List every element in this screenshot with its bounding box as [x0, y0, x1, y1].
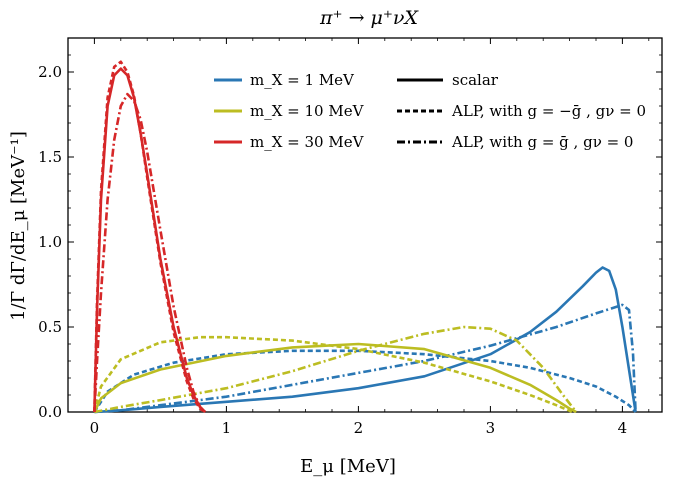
- legend-color-label: m_X = 30 MeV: [250, 133, 365, 151]
- legend-style-label: ALP, with g = ḡ , gν = 0: [451, 133, 633, 151]
- x-tick-label: 2: [354, 419, 364, 437]
- x-tick-label: 4: [618, 419, 628, 437]
- legend-color-label: m_X = 1 MeV: [250, 71, 355, 89]
- series-line-5: [94, 325, 578, 414]
- series-line-1: [93, 349, 637, 413]
- x-axis-label: E_μ [MeV]: [300, 456, 396, 477]
- x-tick-label: 3: [486, 419, 496, 437]
- chart-title: π⁺ → μ⁺νX: [319, 7, 419, 29]
- legend-style-label: ALP, with g = −ḡ , gν = 0: [451, 102, 646, 120]
- legend: m_X = 1 MeV m_X = 10 MeV m_X = 30 MeV scala…: [214, 71, 646, 151]
- series-line-2: [94, 303, 637, 414]
- y-tick-label: 0.0: [38, 403, 62, 421]
- y-tick-label: 0.5: [38, 318, 62, 336]
- series-line-3: [93, 342, 577, 414]
- series-line-0: [94, 266, 637, 414]
- plot-frame: [67, 37, 663, 413]
- axes: 0 1 2 3 4 0.0 0.5 1.0 1.5 2.0: [38, 37, 663, 437]
- series-line-8: [93, 92, 207, 413]
- x-tick-label: 1: [222, 419, 232, 437]
- y-axis-label: 1/Γ dΓ/dE_μ [MeV⁻¹]: [8, 131, 29, 321]
- y-tick-label: 2.0: [38, 63, 62, 81]
- series-line-4: [93, 335, 573, 414]
- y-tick-label: 1.0: [38, 233, 62, 251]
- x-tick-label: 0: [90, 419, 100, 437]
- legend-color-label: m_X = 10 MeV: [250, 102, 365, 120]
- legend-style-label: scalar: [452, 71, 499, 89]
- curves: [93, 60, 637, 414]
- y-tick-label: 1.5: [38, 148, 62, 166]
- series-line-7: [93, 60, 206, 414]
